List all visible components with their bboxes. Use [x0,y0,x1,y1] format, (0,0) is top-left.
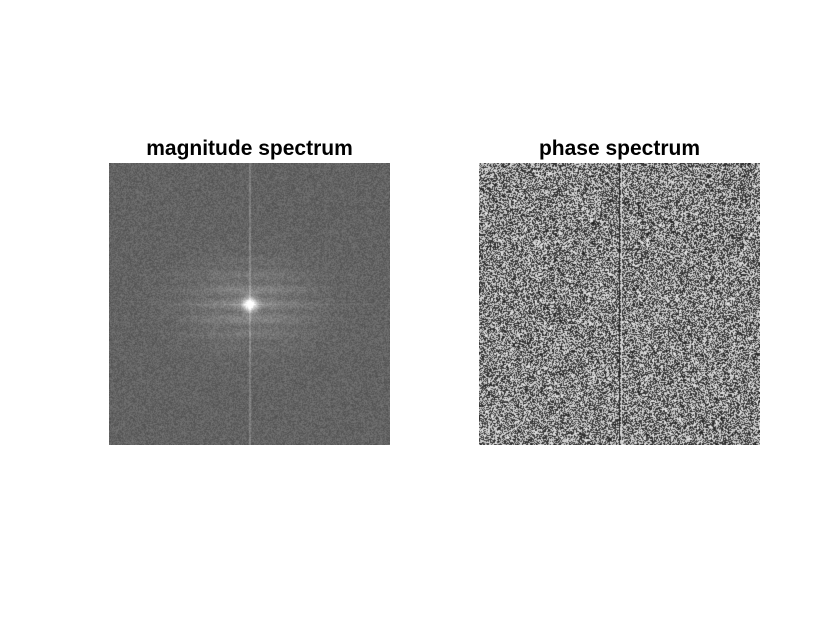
phase-spectrum-title: phase spectrum [538,137,701,160]
phase-spectrum-image [479,163,760,445]
magnitude-spectrum-image [109,163,390,445]
magnitude-spectrum-title: magnitude spectrum [146,137,353,160]
